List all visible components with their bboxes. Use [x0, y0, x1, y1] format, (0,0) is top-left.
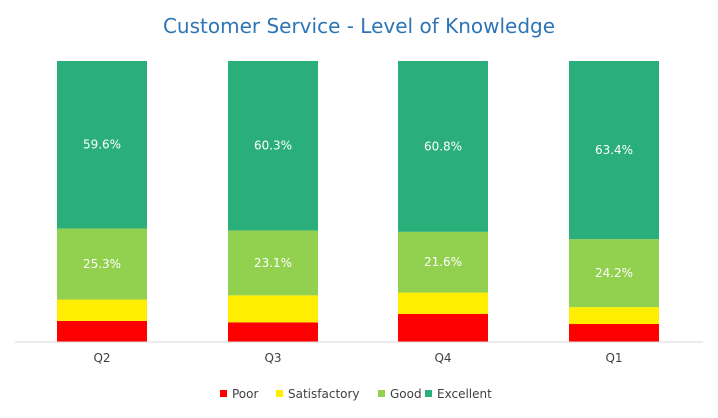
data-label-good-q3: 23.1%	[254, 256, 292, 270]
legend-label-poor: Poor	[232, 387, 258, 401]
x-tick-label-q4: Q4	[434, 351, 451, 365]
legend-swatch-satisfactory	[276, 390, 283, 397]
data-label-good-q4: 21.6%	[424, 255, 462, 269]
data-label-excellent-q3: 60.3%	[254, 139, 292, 153]
x-tick-labels: Q2 Q3 Q4 Q1	[93, 351, 622, 365]
bar-segment-poor-q2	[57, 320, 147, 342]
bar-segment-poor-q4	[398, 313, 488, 342]
data-label-good-q2: 25.3%	[83, 257, 121, 271]
data-label-excellent-q1: 63.4%	[595, 143, 633, 157]
bar-segment-good-q1	[569, 239, 659, 308]
bar-segment-good-q4	[398, 231, 488, 293]
bar-segment-poor-q3	[228, 322, 318, 342]
legend-label-satisfactory: Satisfactory	[288, 387, 360, 401]
legend-item-poor[interactable]: Poor	[220, 387, 258, 401]
legend-label-good: Good	[390, 387, 422, 401]
legend-item-good[interactable]: Good	[378, 387, 422, 401]
x-tick-label-q3: Q3	[264, 351, 281, 365]
bar-segment-satisfactory-q3	[228, 295, 318, 323]
bar-segment-excellent-q4	[398, 61, 488, 232]
bar-segment-excellent-q3	[228, 61, 318, 231]
x-tick-label-q1: Q1	[605, 351, 622, 365]
chart-title: Customer Service - Level of Knowledge	[163, 14, 555, 38]
bar-segment-satisfactory-q4	[398, 292, 488, 314]
bar-segment-good-q2	[57, 228, 147, 300]
legend-swatch-good	[378, 390, 385, 397]
legend-item-excellent[interactable]: Excellent	[425, 387, 492, 401]
bars-layer	[57, 61, 659, 342]
data-label-good-q1: 24.2%	[595, 266, 633, 280]
bar-segment-good-q3	[228, 230, 318, 296]
x-tick-label-q2: Q2	[93, 351, 110, 365]
legend-item-satisfactory[interactable]: Satisfactory	[276, 387, 360, 401]
bar-segment-excellent-q1	[569, 61, 659, 240]
bar-segment-satisfactory-q2	[57, 299, 147, 321]
legend: Poor Satisfactory Good Excellent	[220, 387, 492, 401]
legend-label-excellent: Excellent	[437, 387, 492, 401]
data-labels-layer: 25.3% 59.6% 23.1% 60.3% 21.6% 60.8% 24.2% 63.4%	[83, 138, 633, 280]
bar-segment-excellent-q2	[57, 61, 147, 229]
bar-segment-poor-q1	[569, 324, 659, 342]
data-label-excellent-q2: 59.6%	[83, 138, 121, 152]
data-label-excellent-q4: 60.8%	[424, 139, 462, 153]
legend-swatch-poor	[220, 390, 227, 397]
bar-segment-satisfactory-q1	[569, 307, 659, 325]
legend-swatch-excellent	[425, 390, 432, 397]
